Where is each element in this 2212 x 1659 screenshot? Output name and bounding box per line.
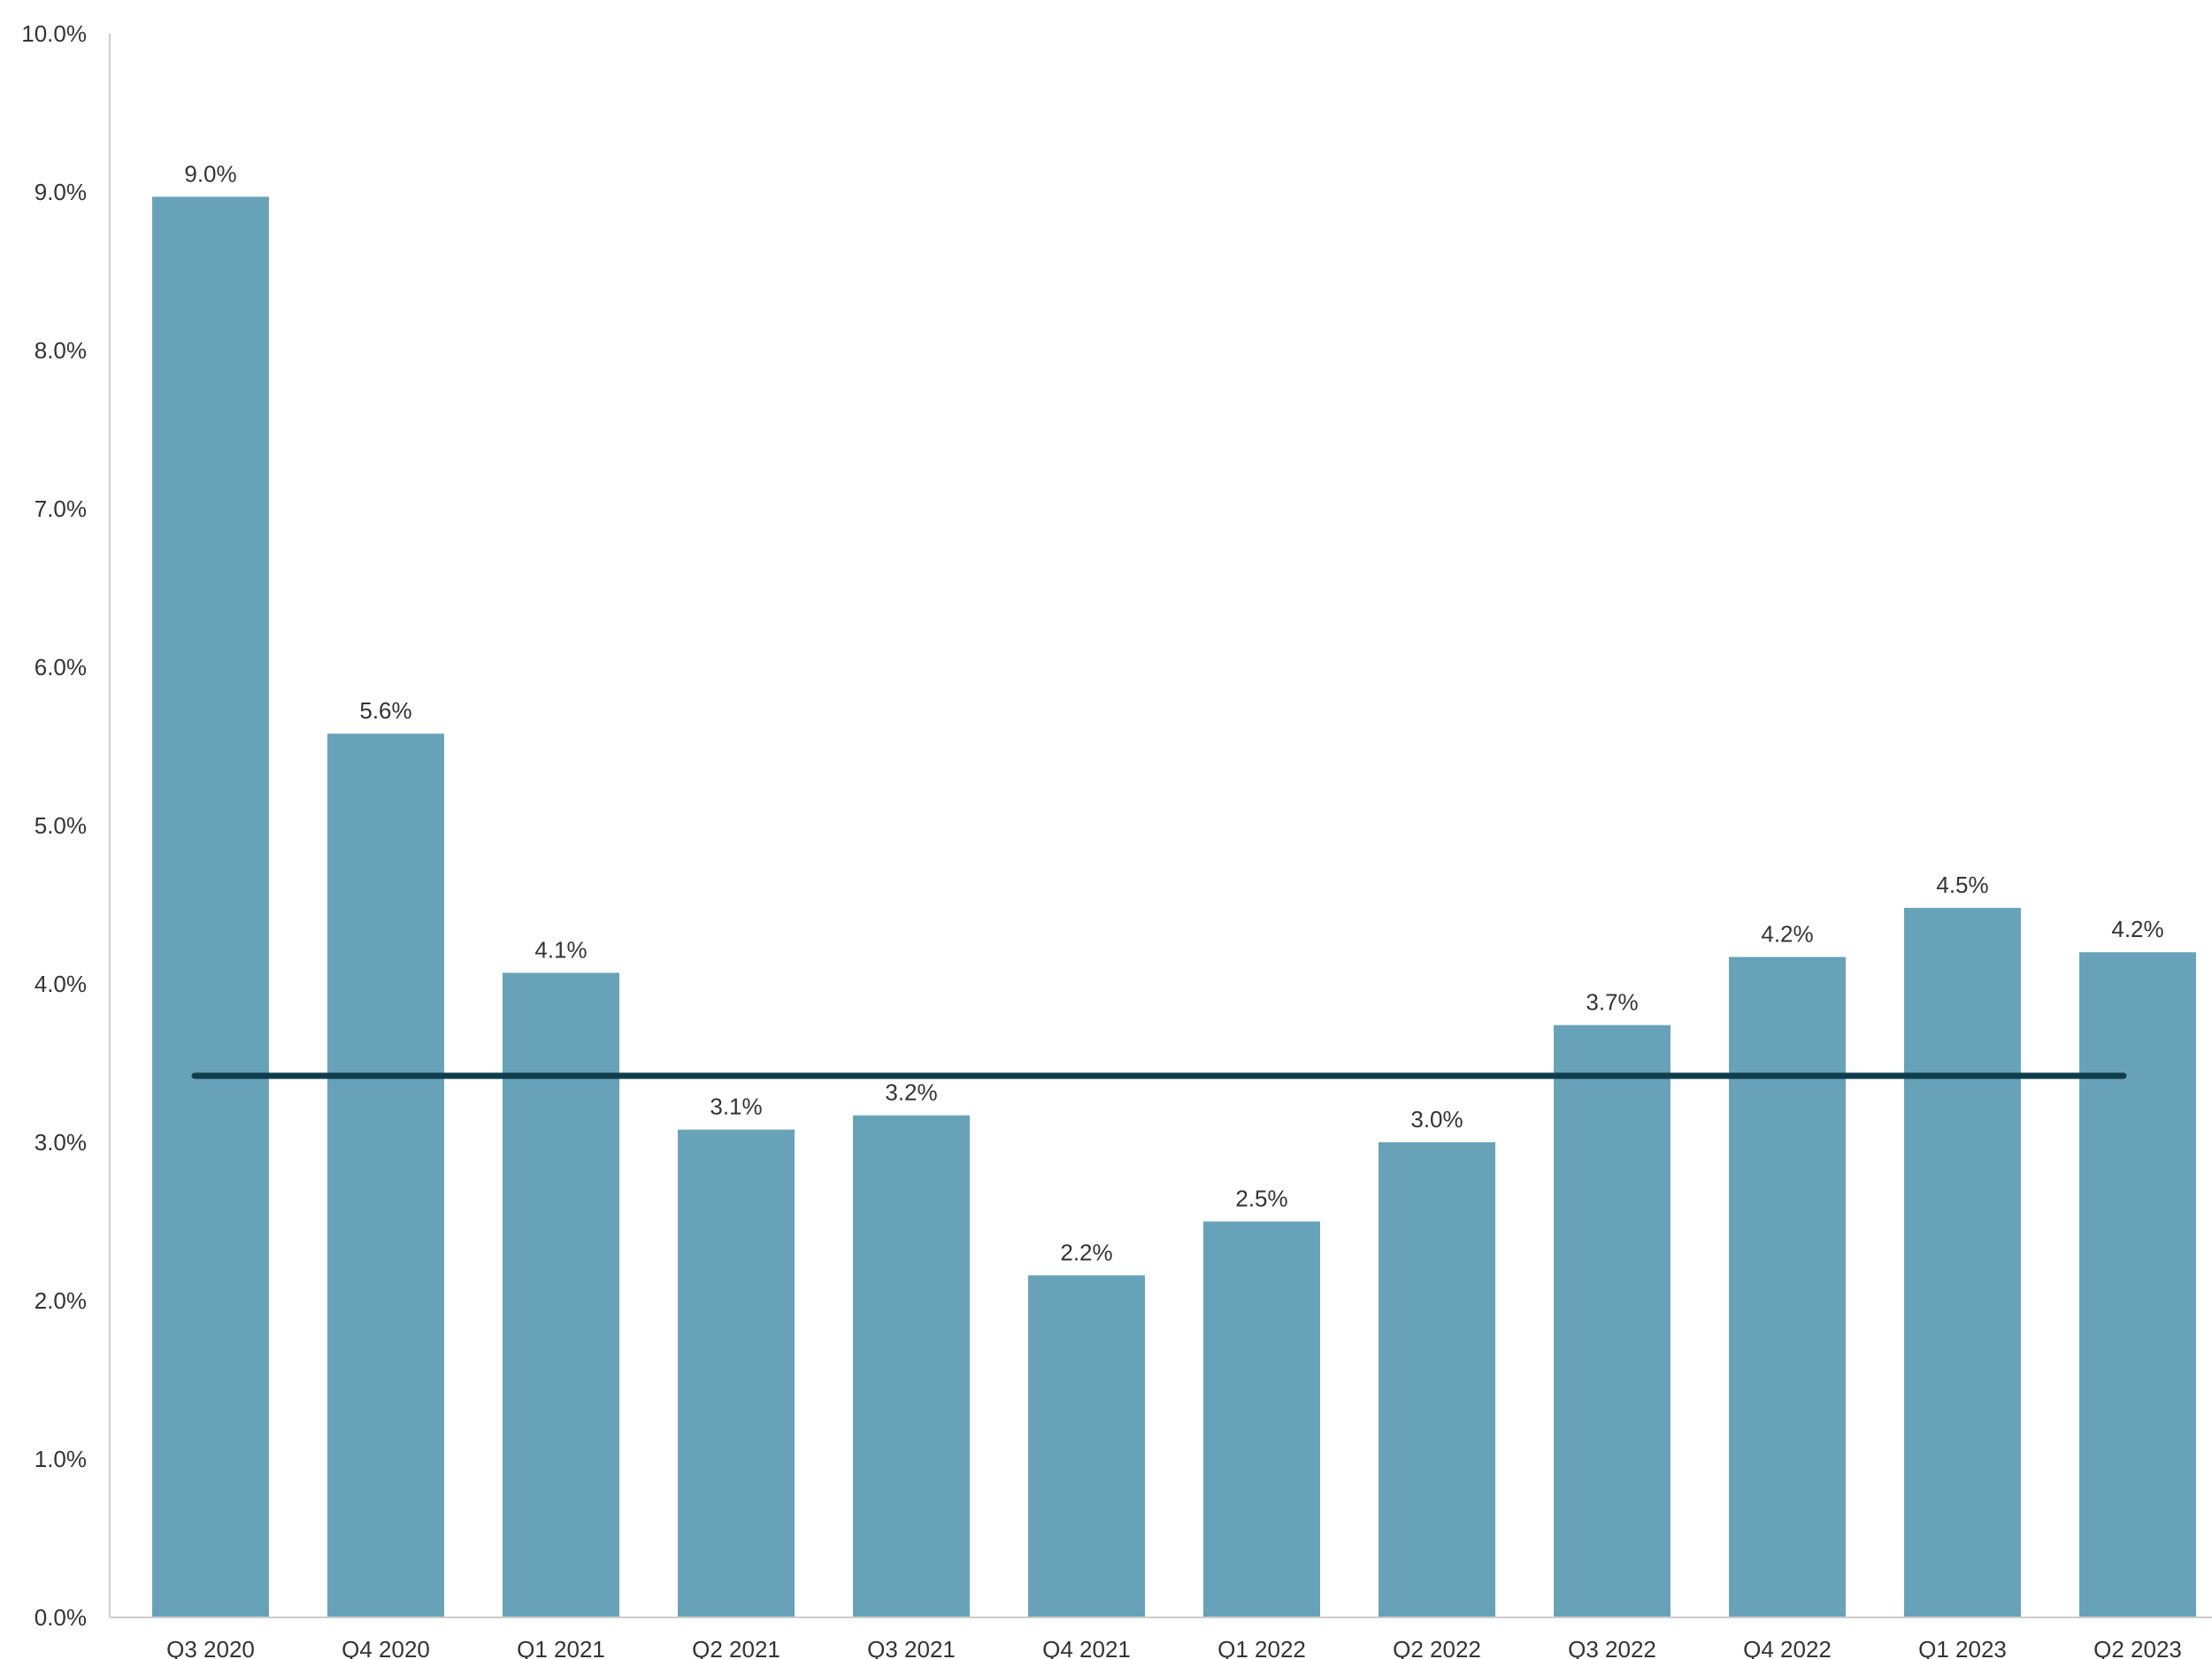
bar-q4-2021 [1028,1275,1145,1617]
bar-q4-2020 [327,733,444,1617]
y-tick-label: 1.0% [35,1446,87,1472]
bar-q2-2023 [2079,952,2196,1617]
x-tick-label: Q3 2022 [1568,1636,1656,1659]
x-tick-label: Q1 2023 [1918,1636,2007,1659]
bars-group [152,196,2196,1617]
data-label: 3.7% [1586,989,1638,1016]
data-label: 3.0% [1410,1106,1463,1133]
x-tick-label: Q3 2021 [867,1636,956,1659]
x-tick-label: Q2 2022 [1393,1636,1481,1659]
bar-q3-2020 [152,196,269,1617]
x-tick-label: Q2 2023 [2093,1636,2182,1659]
y-tick-label: 10.0% [21,20,87,47]
data-label: 4.2% [1761,921,1813,948]
x-tick-label: Q4 2020 [342,1636,430,1659]
x-tick-labels: Q3 2020 Q4 2020 Q1 2021 Q2 2021 Q3 2021 Q4 20… [166,1636,2182,1659]
bar-q2-2021 [678,1129,795,1617]
y-tick-label: 5.0% [35,812,87,839]
data-labels: 9.0% 5.6% 4.1% 3.1% 3.2% 2.2% 2.5% 3.0% 3.7% 4.2%… [184,160,2163,1265]
bar-q3-2022 [1554,1025,1671,1617]
y-tick-label: 7.0% [35,495,87,522]
data-label: 3.1% [710,1094,762,1120]
axes-group [109,34,2212,1618]
bar-q1-2023 [1904,908,2021,1617]
x-tick-label: Q3 2020 [166,1636,255,1659]
data-label: 4.5% [1936,872,1988,898]
bar-q1-2022 [1203,1221,1320,1617]
y-tick-label: 0.0% [35,1604,87,1631]
x-tick-label: Q4 2022 [1743,1636,1832,1659]
data-label: 5.6% [359,697,411,724]
y-tick-label: 4.0% [35,971,87,997]
x-tick-label: Q1 2022 [1217,1636,1306,1659]
y-tick-label: 9.0% [35,179,87,205]
data-label: 2.2% [1060,1239,1112,1265]
bar-q1-2021 [503,972,619,1617]
y-tick-label: 6.0% [35,654,87,680]
y-tick-label: 8.0% [35,337,87,364]
y-tick-label: 3.0% [35,1129,87,1156]
bar-q2-2022 [1379,1142,1495,1617]
y-tick-label: 2.0% [35,1287,87,1314]
bar-q3-2021 [853,1115,970,1617]
x-tick-label: Q2 2021 [692,1636,780,1659]
x-tick-label: Q1 2021 [517,1636,605,1659]
x-tick-label: Q4 2021 [1042,1636,1131,1659]
data-label: 9.0% [184,160,236,187]
data-label: 4.2% [2111,916,2163,942]
bar-q4-2022 [1729,956,1846,1617]
data-label: 2.5% [1235,1186,1287,1212]
data-label: 4.1% [534,936,587,963]
y-tick-labels: 0.0% 1.0% 2.0% 3.0% 4.0% 5.0% 6.0% 7.0% 8.0% 9.0%… [21,20,87,1631]
data-label: 3.2% [885,1079,937,1106]
